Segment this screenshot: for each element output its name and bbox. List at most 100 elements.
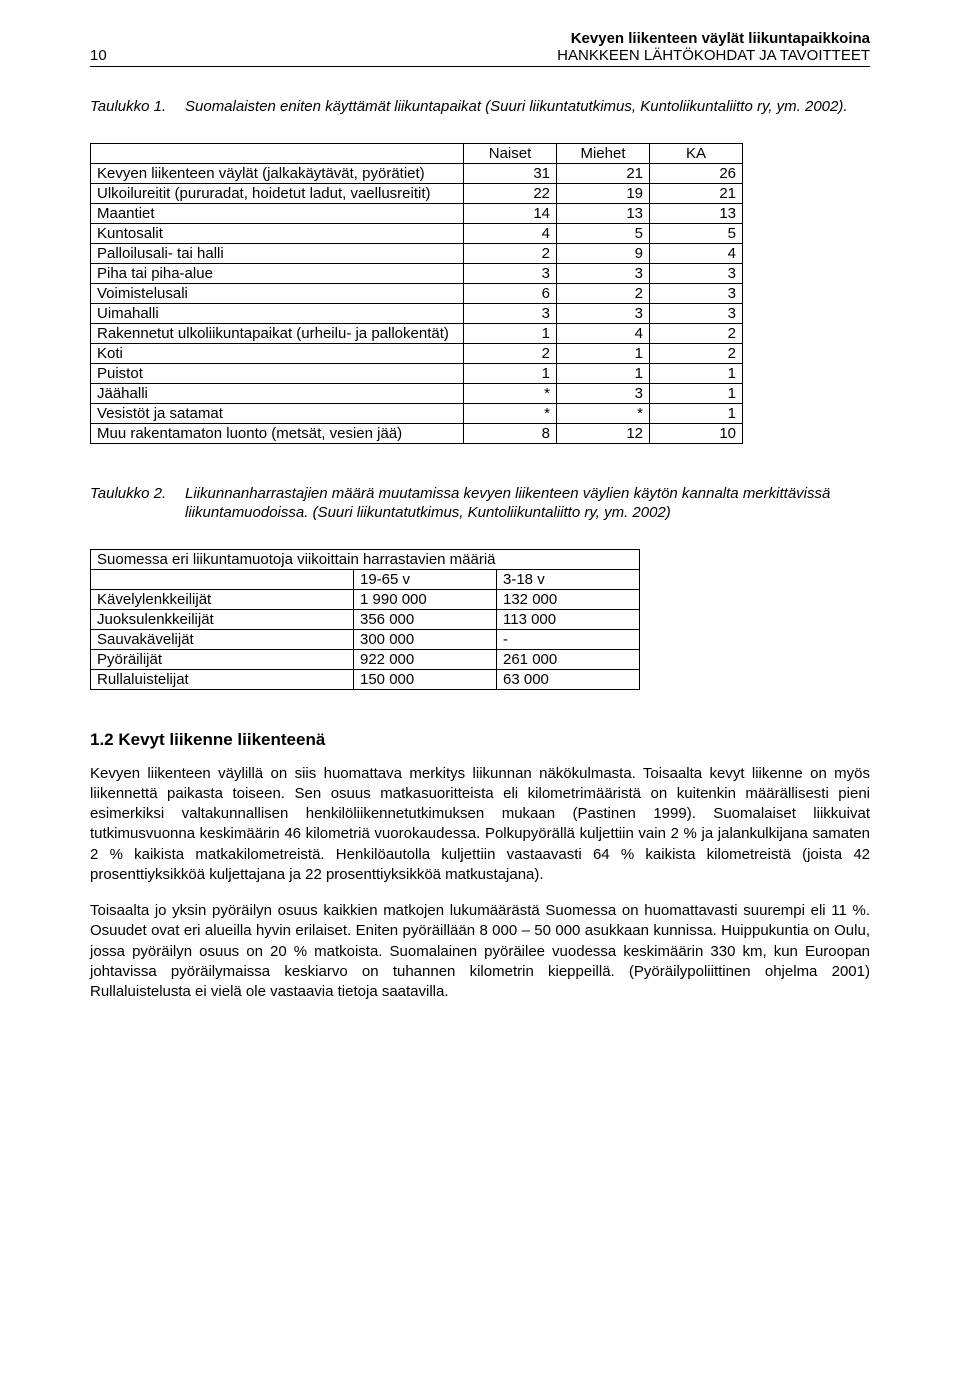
table-cell-value: 3 bbox=[650, 283, 743, 303]
section-heading: 1.2 Kevyt liikenne liikenteenä bbox=[90, 730, 870, 750]
table-cell-label: Maantiet bbox=[91, 203, 464, 223]
table-cell-label: Sauvakävelijät bbox=[91, 629, 354, 649]
table-cell-value: 9 bbox=[557, 243, 650, 263]
table-cell-value: 1 bbox=[464, 323, 557, 343]
table-cell-value: 1 bbox=[650, 383, 743, 403]
table2-caption-label: Taulukko 2. bbox=[90, 484, 185, 523]
table-cell-value: 3 bbox=[650, 303, 743, 323]
table-cell-value: 132 000 bbox=[497, 589, 640, 609]
table1-caption-text: Suomalaisten eniten käyttämät liikuntapa… bbox=[185, 97, 870, 117]
table-cell-value: 922 000 bbox=[354, 649, 497, 669]
table-cell-value: 31 bbox=[464, 163, 557, 183]
table-cell-value: * bbox=[464, 403, 557, 423]
table-row: Rullaluistelijat150 00063 000 bbox=[91, 669, 640, 689]
table-row: Puistot111 bbox=[91, 363, 743, 383]
table2-title: Suomessa eri liikuntamuotoja viikoittain… bbox=[91, 549, 640, 569]
table-cell-value: 1 990 000 bbox=[354, 589, 497, 609]
table-cell-value: * bbox=[557, 403, 650, 423]
table-cell-value: 1 bbox=[464, 363, 557, 383]
table-cell-value: 14 bbox=[464, 203, 557, 223]
table-cell-label: Vesistöt ja satamat bbox=[91, 403, 464, 423]
table-cell-label: Uimahalli bbox=[91, 303, 464, 323]
table-row: Kävelylenkkeilijät1 990 000132 000 bbox=[91, 589, 640, 609]
table-cell-value: * bbox=[464, 383, 557, 403]
table-cell-value: 5 bbox=[650, 223, 743, 243]
table1-col3: KA bbox=[650, 143, 743, 163]
table-cell-value: 113 000 bbox=[497, 609, 640, 629]
table-row: Vesistöt ja satamat**1 bbox=[91, 403, 743, 423]
table2-caption: Taulukko 2. Liikunnanharrastajien määrä … bbox=[90, 484, 870, 523]
table-row: Palloilusali- tai halli294 bbox=[91, 243, 743, 263]
table-cell-value: 2 bbox=[650, 343, 743, 363]
section-p1: Kevyen liikenteen väylillä on siis huoma… bbox=[90, 764, 870, 886]
table-cell-value: - bbox=[497, 629, 640, 649]
table-cell-value: 1 bbox=[557, 343, 650, 363]
header-title-sub: HANKKEEN LÄHTÖKOHDAT JA TAVOITTEET bbox=[557, 47, 870, 64]
page: 10 Kevyen liikenteen väylät liikuntapaik… bbox=[0, 0, 960, 1395]
table-cell-value: 2 bbox=[557, 283, 650, 303]
header-title-bold: Kevyen liikenteen väylät liikuntapaikkoi… bbox=[557, 30, 870, 47]
table-row: Uimahalli333 bbox=[91, 303, 743, 323]
table-cell-value: 6 bbox=[464, 283, 557, 303]
table1-header-row: Naiset Miehet KA bbox=[91, 143, 743, 163]
table2-caption-text: Liikunnanharrastajien määrä muutamissa k… bbox=[185, 484, 870, 523]
table-cell-value: 10 bbox=[650, 423, 743, 443]
table-cell-label: Muu rakentamaton luonto (metsät, vesien … bbox=[91, 423, 464, 443]
table-cell-value: 4 bbox=[557, 323, 650, 343]
table-row: Piha tai piha-alue333 bbox=[91, 263, 743, 283]
table-row: Sauvakävelijät300 000- bbox=[91, 629, 640, 649]
table-cell-value: 2 bbox=[464, 243, 557, 263]
table-cell-label: Palloilusali- tai halli bbox=[91, 243, 464, 263]
table-cell-value: 3 bbox=[464, 263, 557, 283]
table2-title-row: Suomessa eri liikuntamuotoja viikoittain… bbox=[91, 549, 640, 569]
table-cell-value: 8 bbox=[464, 423, 557, 443]
table-cell-value: 12 bbox=[557, 423, 650, 443]
table-cell-value: 4 bbox=[464, 223, 557, 243]
table-cell-label: Jäähalli bbox=[91, 383, 464, 403]
table-cell-value: 19 bbox=[557, 183, 650, 203]
table-cell-value: 13 bbox=[557, 203, 650, 223]
table-row: Jäähalli*31 bbox=[91, 383, 743, 403]
table-cell-label: Rakennetut ulkoliikuntapaikat (urheilu- … bbox=[91, 323, 464, 343]
table-cell-value: 26 bbox=[650, 163, 743, 183]
table-cell-value: 3 bbox=[557, 303, 650, 323]
table-cell-value: 150 000 bbox=[354, 669, 497, 689]
table-cell-value: 2 bbox=[650, 323, 743, 343]
table2: Suomessa eri liikuntamuotoja viikoittain… bbox=[90, 549, 640, 690]
table-row: Kuntosalit455 bbox=[91, 223, 743, 243]
table-row: Rakennetut ulkoliikuntapaikat (urheilu- … bbox=[91, 323, 743, 343]
table-cell-value: 22 bbox=[464, 183, 557, 203]
table-row: Koti212 bbox=[91, 343, 743, 363]
page-header: 10 Kevyen liikenteen väylät liikuntapaik… bbox=[90, 30, 870, 67]
table-cell-value: 5 bbox=[557, 223, 650, 243]
table-cell-label: Pyöräilijät bbox=[91, 649, 354, 669]
table1-caption-label: Taulukko 1. bbox=[90, 97, 185, 117]
table-cell-value: 3 bbox=[464, 303, 557, 323]
table1-col0 bbox=[91, 143, 464, 163]
table2-header-row: 19-65 v 3-18 v bbox=[91, 569, 640, 589]
table-row: Pyöräilijät922 000261 000 bbox=[91, 649, 640, 669]
table-cell-label: Kevyen liikenteen väylät (jalkakäytävät,… bbox=[91, 163, 464, 183]
table-cell-value: 3 bbox=[557, 263, 650, 283]
table-cell-label: Koti bbox=[91, 343, 464, 363]
table-cell-value: 1 bbox=[650, 403, 743, 423]
table-row: Kevyen liikenteen väylät (jalkakäytävät,… bbox=[91, 163, 743, 183]
table-cell-value: 63 000 bbox=[497, 669, 640, 689]
table-cell-value: 356 000 bbox=[354, 609, 497, 629]
table2-col1: 19-65 v bbox=[354, 569, 497, 589]
table-cell-label: Voimistelusali bbox=[91, 283, 464, 303]
table1: Naiset Miehet KA Kevyen liikenteen väylä… bbox=[90, 143, 743, 444]
table-cell-label: Kävelylenkkeilijät bbox=[91, 589, 354, 609]
table1-col1: Naiset bbox=[464, 143, 557, 163]
table-cell-value: 21 bbox=[557, 163, 650, 183]
table-cell-label: Juoksulenkkeilijät bbox=[91, 609, 354, 629]
table-cell-value: 1 bbox=[557, 363, 650, 383]
table-cell-label: Rullaluistelijat bbox=[91, 669, 354, 689]
table-cell-value: 261 000 bbox=[497, 649, 640, 669]
table-cell-value: 2 bbox=[464, 343, 557, 363]
table-cell-value: 3 bbox=[650, 263, 743, 283]
table-row: Muu rakentamaton luonto (metsät, vesien … bbox=[91, 423, 743, 443]
table-row: Maantiet141313 bbox=[91, 203, 743, 223]
page-number: 10 bbox=[90, 47, 107, 64]
table-row: Ulkoilureitit (pururadat, hoidetut ladut… bbox=[91, 183, 743, 203]
